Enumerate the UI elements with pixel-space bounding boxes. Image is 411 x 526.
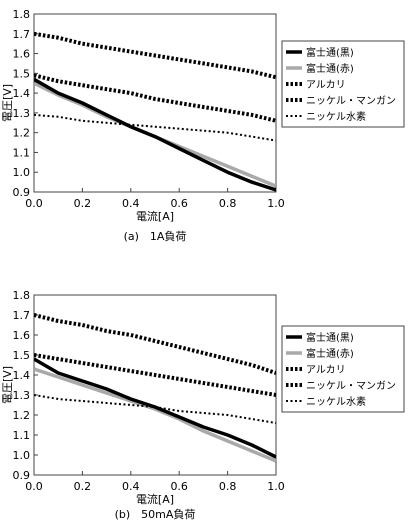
legend-label: アルカリ xyxy=(306,364,346,376)
y-tick-label: 1.4 xyxy=(13,87,31,100)
series-group xyxy=(34,313,276,463)
x-tick-label: 0.4 xyxy=(122,480,140,493)
x-tick-label: 0.6 xyxy=(170,480,188,493)
x-tick-label: 0.8 xyxy=(219,480,237,493)
chart-caption: (b) 50mA負荷 xyxy=(115,508,196,521)
series-line xyxy=(34,353,276,397)
series-line xyxy=(34,73,276,123)
y-tick-label: 0.9 xyxy=(13,469,31,482)
x-tick-label: 0.8 xyxy=(219,197,237,210)
legend-label: ニッケル水素 xyxy=(306,395,366,408)
series-line xyxy=(34,394,276,424)
chart-b: 0.9 1.0 1.1 1.2 1.3 1.4 1.5 1.6 1.7 1.8 0.0 0.2 0.4 0… xyxy=(1,289,405,521)
series-line xyxy=(34,113,276,142)
x-tick-label: 0.2 xyxy=(74,480,92,493)
y-axis-label: 電圧[V] xyxy=(1,84,14,122)
legend-label: 富士通(赤) xyxy=(306,347,354,360)
y-axis-label: 電圧[V] xyxy=(1,366,14,404)
y-tick-label: 1.7 xyxy=(13,309,31,322)
y-tick-label: 1.6 xyxy=(13,48,31,61)
legend-label: 富士通(黒) xyxy=(306,331,354,344)
y-tick-label: 1.3 xyxy=(13,107,31,120)
legend-box xyxy=(281,40,405,128)
chart-a: 0.9 1.0 1.1 1.2 1.3 1.4 1.5 1.6 1.7 1.8 0.0 0.2 0.4 0… xyxy=(1,8,405,243)
y-tick-label: 1.0 xyxy=(13,166,31,179)
chart-caption: (a) 1A負荷 xyxy=(124,230,187,243)
x-axis-label: 電流[A] xyxy=(136,492,174,506)
x-axis-label: 電流[A] xyxy=(136,209,174,223)
series-line xyxy=(34,77,276,192)
y-tick-label: 1.4 xyxy=(13,369,31,382)
x-tick-label: 1.0 xyxy=(267,480,285,493)
y-tick-label: 1.1 xyxy=(13,146,31,159)
series-line xyxy=(34,367,276,463)
legend-label: 富士通(黒) xyxy=(306,46,354,59)
y-tick-label: 1.0 xyxy=(13,449,31,462)
legend-label: ニッケル・マンガン xyxy=(306,95,396,107)
y-tick-label: 1.3 xyxy=(13,389,31,402)
y-tick-label: 1.8 xyxy=(13,8,31,21)
y-tick-label: 1.6 xyxy=(13,329,31,342)
y-tick-label: 1.8 xyxy=(13,289,31,302)
legend-label: 富士通(赤) xyxy=(306,62,354,75)
x-tick-label: 0.2 xyxy=(74,197,92,210)
legend-label: ニッケル水素 xyxy=(306,110,366,123)
legend-box xyxy=(281,325,405,413)
legend-label: ニッケル・マンガン xyxy=(306,380,396,392)
x-tick-label: 0.6 xyxy=(170,197,188,210)
series-line xyxy=(34,313,276,375)
x-tick-label: 0.4 xyxy=(122,197,140,210)
y-tick-label: 1.5 xyxy=(13,349,31,362)
y-tick-label: 1.1 xyxy=(13,429,31,442)
series-line xyxy=(34,31,276,80)
y-tick-label: 1.7 xyxy=(13,28,31,41)
series-group xyxy=(34,31,276,192)
x-tick-label: 0.0 xyxy=(25,197,43,210)
plot-frame xyxy=(33,294,277,476)
y-tick-label: 0.9 xyxy=(13,186,31,199)
x-tick-label: 1.0 xyxy=(267,197,285,210)
y-tick-label: 1.2 xyxy=(13,409,31,422)
y-tick-label: 1.5 xyxy=(13,67,31,80)
x-tick-label: 0.0 xyxy=(25,480,43,493)
y-tick-label: 1.2 xyxy=(13,127,31,140)
legend-label: アルカリ xyxy=(306,79,346,91)
plot-frame xyxy=(33,13,277,193)
